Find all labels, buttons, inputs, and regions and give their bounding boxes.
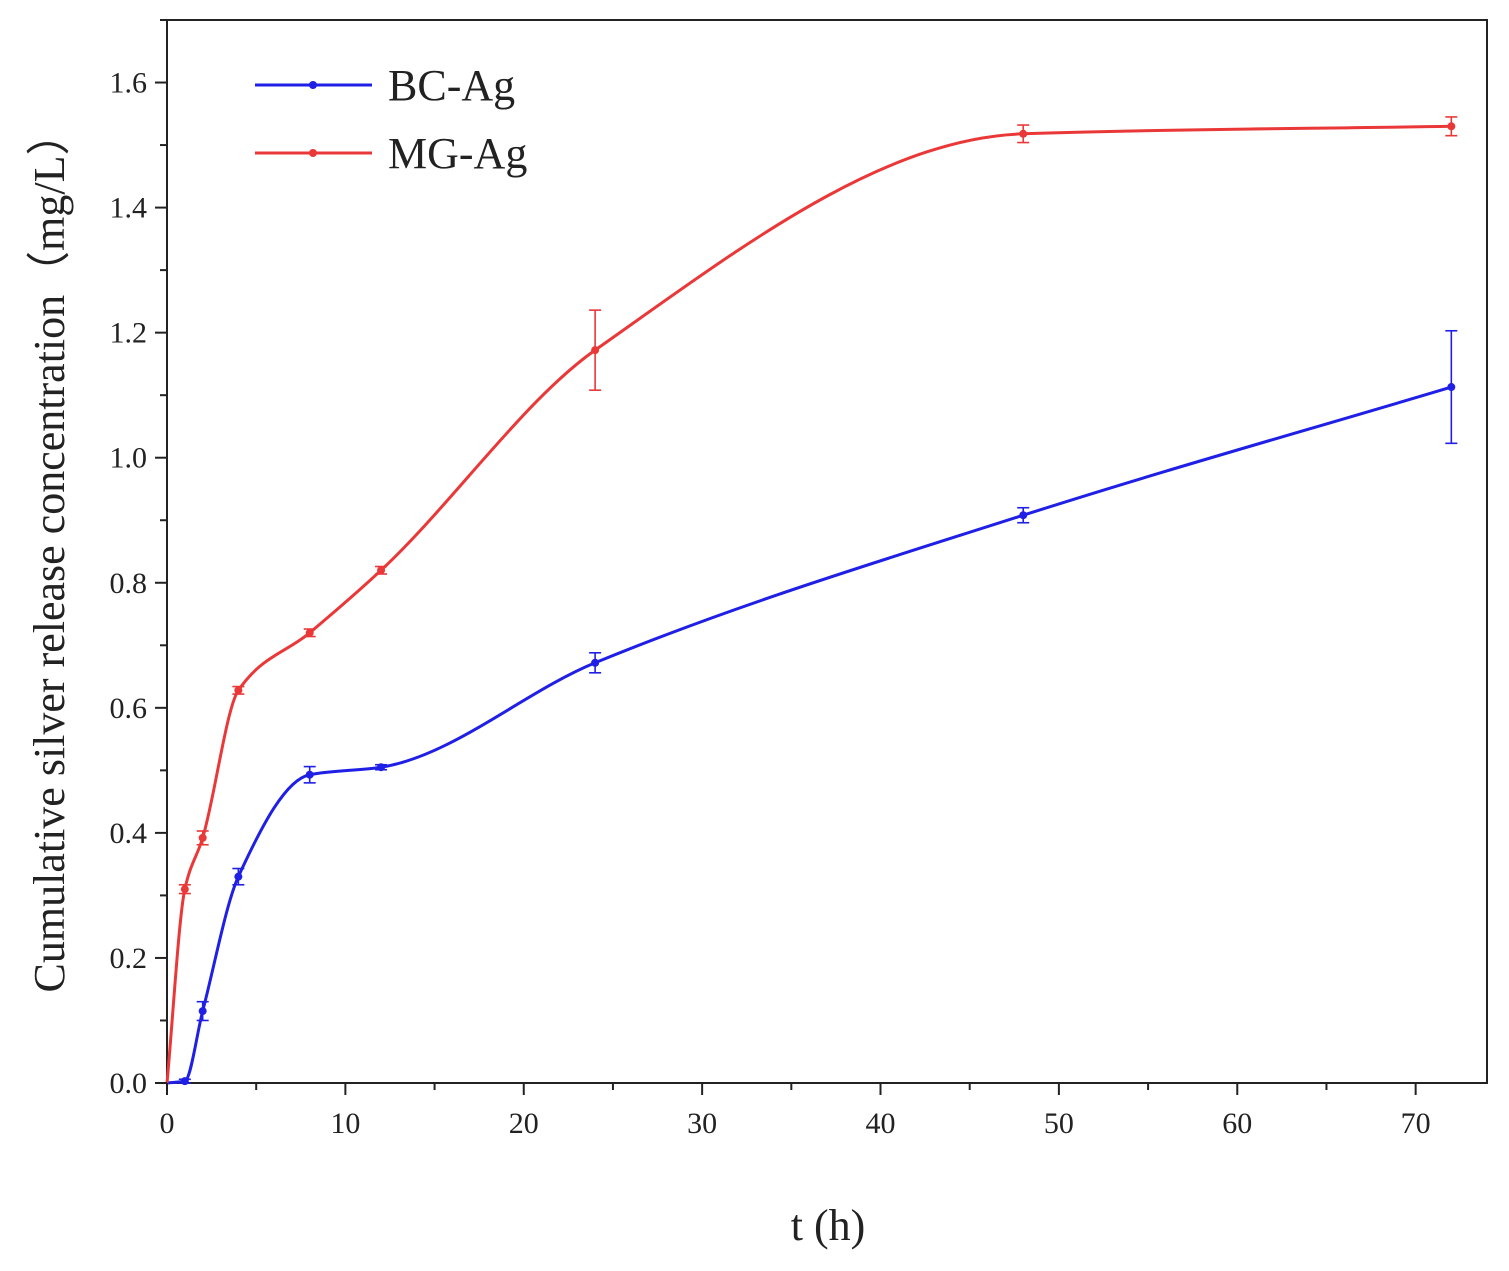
series-mg-ag [165, 116, 1458, 1084]
series-line-bc-ag [166, 385, 1452, 1085]
data-point [234, 872, 243, 881]
x-tick-label: 40 [866, 1107, 896, 1140]
data-point [305, 770, 314, 779]
series-line-mg-ag [165, 124, 1452, 1084]
series-bc-ag [166, 329, 1458, 1086]
data-point [198, 1007, 207, 1016]
plot-frame [166, 19, 1488, 1084]
data-point [180, 1077, 189, 1086]
x-tick-label: 0 [160, 1107, 175, 1140]
data-point [377, 763, 386, 772]
legend-marker-bc-ag [309, 81, 317, 89]
x-axis-title: t (h) [791, 1201, 866, 1250]
y-tick-label: 0.4 [110, 817, 148, 850]
y-tick-label: 1.4 [110, 192, 148, 225]
y-tick-label: 0.8 [110, 567, 148, 600]
y-axis-title: Cumulative silver release concentration（… [25, 112, 74, 993]
x-tick-label: 70 [1401, 1107, 1431, 1140]
x-tick-label: 50 [1044, 1107, 1074, 1140]
data-point [591, 346, 600, 355]
series-layer [165, 116, 1458, 1086]
x-tick-label: 30 [687, 1107, 717, 1140]
data-point [180, 885, 189, 894]
x-tick-label: 20 [509, 1107, 539, 1140]
data-point [1447, 383, 1456, 392]
data-point [198, 833, 207, 842]
axes-layer: 0 10 20 30 40 50 60 70 0.0 0.2 0.4 0.6 0.8 1.0 1.2 1.4 1… [110, 19, 1431, 1140]
legend-label-bc-ag: BC-Ag [388, 61, 515, 110]
y-tick-label: 1.6 [110, 67, 148, 100]
legend-marker-mg-ag [309, 149, 317, 157]
x-tick-label: 10 [330, 1107, 360, 1140]
y-tick-label: 1.2 [110, 317, 148, 350]
data-point [1019, 511, 1028, 520]
y-tick-label: 1.0 [110, 442, 148, 475]
plot-area [166, 19, 1488, 1084]
data-point [234, 686, 243, 695]
y-tick-label: 0.2 [110, 942, 148, 975]
legend-label-mg-ag: MG-Ag [388, 129, 527, 178]
legend: BC-Ag MG-Ag [255, 61, 527, 178]
data-point [305, 628, 314, 637]
data-point [377, 566, 386, 575]
data-point [591, 658, 600, 667]
data-point [1019, 129, 1028, 138]
x-tick-label: 60 [1222, 1107, 1252, 1140]
y-tick-label: 0.6 [110, 692, 148, 725]
y-tick-label: 0.0 [110, 1067, 148, 1100]
data-point [1447, 122, 1456, 131]
